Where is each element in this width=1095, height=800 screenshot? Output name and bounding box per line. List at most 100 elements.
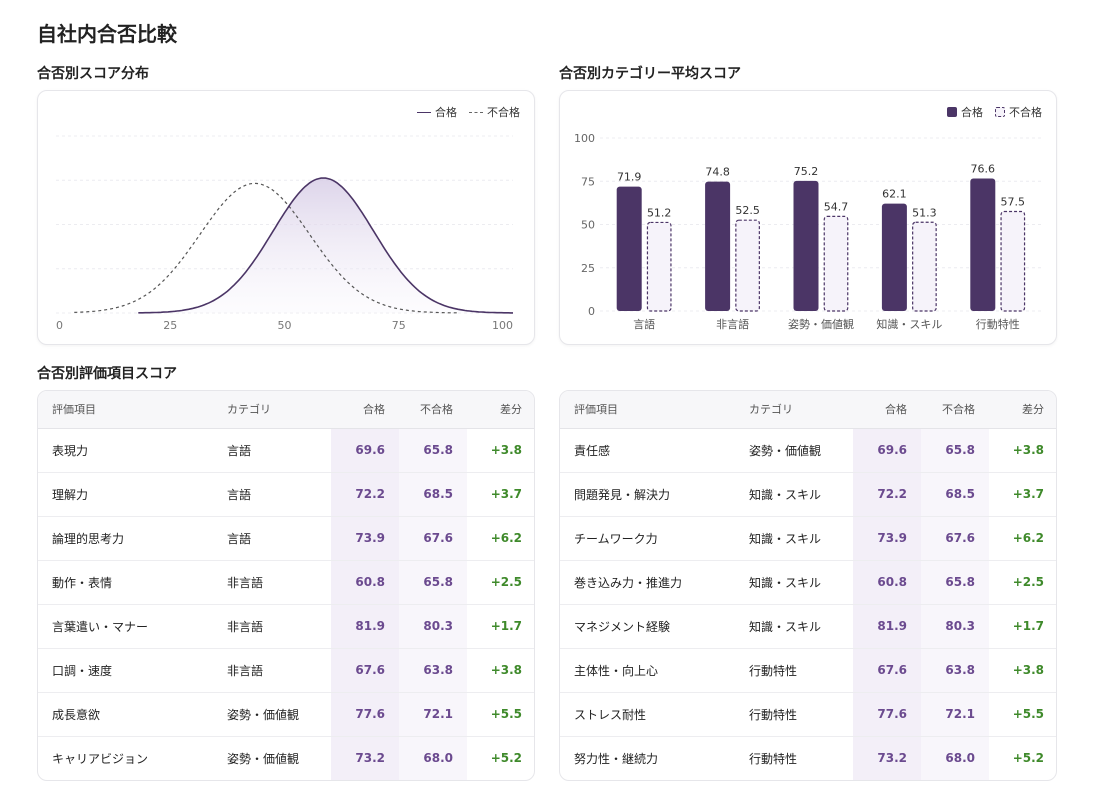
cell-item: 論理的思考力 [52, 531, 125, 546]
bar-pass [705, 181, 731, 311]
legend-pass-label: 合格 [961, 106, 983, 119]
cell-fail: 80.3 [921, 604, 989, 648]
legend-solid-swatch-icon [947, 107, 957, 117]
cell-fail: 67.6 [921, 516, 989, 560]
header-category: カテゴリ [213, 391, 331, 429]
cell-pass: 67.6 [853, 648, 921, 692]
cell-diff: +3.7 [490, 487, 522, 501]
cell-category: 姿勢・価値観 [227, 751, 300, 766]
table-row: 努力性・継続力 行動特性 73.2 68.0 +5.2 [560, 736, 1056, 780]
item-score-table-left: 評価項目 カテゴリ 合格 不合格 差分 表現力 言語 69.6 65.8 +3.8 理解力… [37, 390, 535, 781]
cell-item: 巻き込み力・推進力 [574, 575, 683, 590]
cell-item: マネジメント経験 [574, 619, 671, 634]
cell-fail: 72.1 [921, 692, 989, 736]
x-tick-label: 0 [56, 319, 63, 332]
cell-diff: +3.8 [1012, 663, 1044, 677]
y-tick-label: 100 [574, 132, 595, 145]
cell-item: チームワーク力 [574, 531, 658, 546]
bar-fail [1000, 210, 1026, 312]
cell-diff: +3.8 [490, 663, 522, 677]
category-tick-label: 非言語 [716, 317, 749, 331]
bar-pass [881, 203, 907, 311]
header-fail: 不合格 [399, 391, 467, 429]
legend-fail: 不合格 [995, 104, 1042, 120]
table-row: 責任感 姿勢・価値観 69.6 65.8 +3.8 [560, 428, 1056, 472]
table-row: 言葉遣い・マナー 非言語 81.9 80.3 +1.7 [38, 604, 534, 648]
cell-fail: 65.8 [921, 560, 989, 604]
cell-pass: 81.9 [853, 604, 921, 648]
cell-diff: +5.5 [1012, 707, 1044, 721]
cell-pass: 67.6 [331, 648, 399, 692]
distribution-section-title: 合否別スコア分布 [37, 66, 149, 82]
bar-pass-label: 75.2 [794, 165, 819, 178]
table-row: マネジメント経験 知識・スキル 81.9 80.3 +1.7 [560, 604, 1056, 648]
legend-dashed-line-icon [469, 111, 483, 113]
cell-fail: 65.8 [399, 560, 467, 604]
category-tick-label: 行動特性 [976, 317, 1020, 331]
category-tick-label: 姿勢・価値観 [788, 317, 854, 331]
page-title: 自社内合否比較 [37, 22, 177, 46]
category-tick-label: 知識・スキル [876, 317, 942, 331]
bar-fail-label: 54.7 [824, 200, 849, 213]
legend-dashed-swatch-icon [995, 107, 1005, 117]
cell-diff: +3.7 [1012, 487, 1044, 501]
cell-diff: +1.7 [1012, 619, 1044, 633]
distribution-chart-card: 合格 不合格 0 25 50 75 100 [37, 90, 535, 345]
category-bar-chart: 0 25 50 75 100 71.9 51.2 言語 74.8 52.5 非言語 75.2 54.7 姿… [574, 132, 1042, 331]
cell-category: 行動特性 [749, 707, 798, 722]
y-tick-label: 25 [581, 262, 595, 275]
cell-diff: +2.5 [490, 575, 522, 589]
pass-distribution-line [138, 177, 513, 314]
cell-category: 行動特性 [749, 751, 798, 766]
bar-pass-label: 62.1 [882, 188, 907, 201]
x-tick-label: 25 [163, 319, 177, 332]
cell-item: 理解力 [52, 487, 89, 502]
cell-fail: 63.8 [921, 648, 989, 692]
bar-pass-label: 76.6 [971, 162, 996, 175]
bar-pass [616, 186, 642, 311]
cell-fail: 65.8 [921, 428, 989, 472]
category-tick-label: 言語 [633, 317, 655, 331]
table-row: 主体性・向上心 行動特性 67.6 63.8 +3.8 [560, 648, 1056, 692]
legend-pass: 合格 [947, 104, 983, 120]
pass-distribution-area [138, 178, 513, 313]
bar-fail-label: 51.3 [912, 206, 937, 219]
cell-pass: 60.8 [331, 560, 399, 604]
cell-diff: +3.8 [1012, 443, 1044, 457]
legend-pass-label: 合格 [435, 106, 457, 119]
legend-line-icon [417, 111, 431, 113]
cell-item: 口調・速度 [52, 663, 113, 678]
cell-pass: 81.9 [331, 604, 399, 648]
y-tick-label: 75 [581, 175, 595, 188]
bar-fail-label: 52.5 [735, 204, 760, 217]
category-section-title: 合否別カテゴリー平均スコア [559, 66, 741, 82]
cell-fail: 68.0 [399, 736, 467, 780]
cell-diff: +6.2 [1012, 531, 1044, 545]
cell-item: 主体性・向上心 [574, 663, 659, 678]
cell-category: 知識・スキル [749, 575, 822, 590]
cell-diff: +2.5 [1012, 575, 1044, 589]
bar-pass [793, 180, 819, 311]
bar-fail-label: 51.2 [647, 206, 672, 219]
y-tick-label: 50 [581, 219, 595, 232]
cell-item: 責任感 [574, 443, 611, 458]
cell-pass: 69.6 [853, 428, 921, 472]
cell-pass: 73.9 [331, 516, 399, 560]
bar-pass-label: 74.8 [705, 166, 730, 179]
bar-pass [970, 178, 996, 311]
table-row: ストレス耐性 行動特性 77.6 72.1 +5.5 [560, 692, 1056, 736]
cell-pass: 69.6 [331, 428, 399, 472]
cell-diff: +5.2 [1012, 751, 1044, 766]
cell-pass: 73.2 [331, 736, 399, 780]
cell-pass: 77.6 [853, 692, 921, 736]
cell-item: 努力性・継続力 [574, 751, 659, 766]
header-pass: 合格 [853, 391, 921, 429]
cell-category: 言語 [227, 531, 252, 546]
header-category: カテゴリ [735, 391, 853, 429]
cell-fail: 68.5 [921, 472, 989, 516]
cell-fail: 80.3 [399, 604, 467, 648]
cell-category: 姿勢・価値観 [749, 443, 822, 458]
cell-pass: 72.2 [331, 472, 399, 516]
item-score-table-right: 評価項目 カテゴリ 合格 不合格 差分 責任感 姿勢・価値観 69.6 65.8 +3.… [559, 390, 1057, 781]
table-row: 理解力 言語 72.2 68.5 +3.7 [38, 472, 534, 516]
